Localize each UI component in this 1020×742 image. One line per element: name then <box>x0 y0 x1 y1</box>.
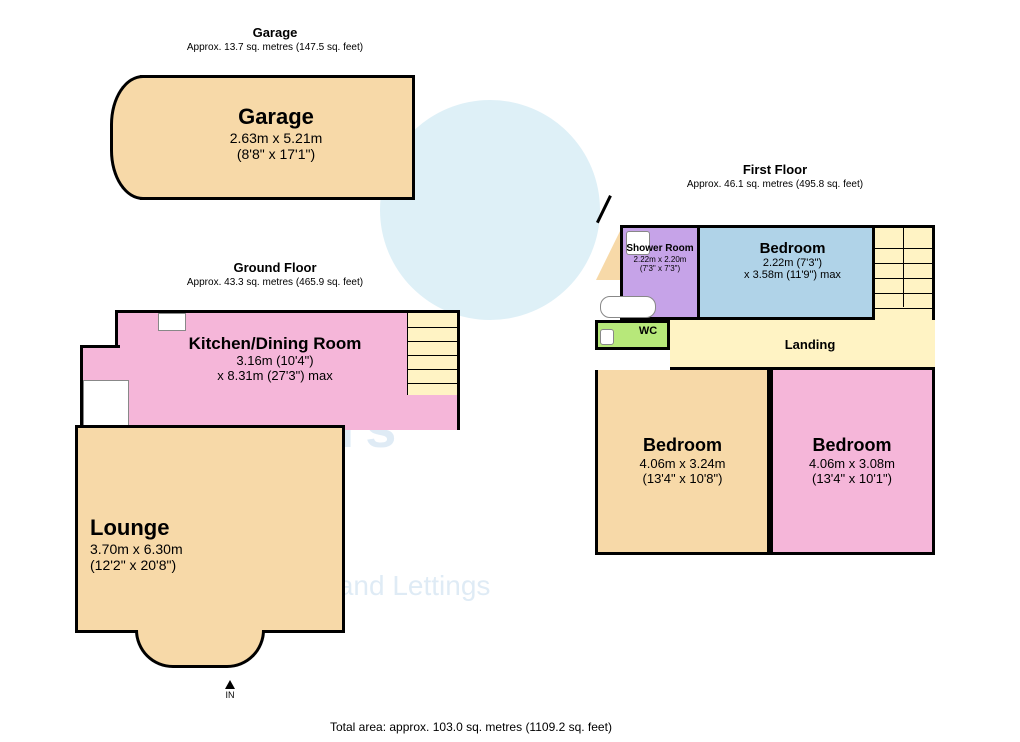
bed2-label: Bedroom 4.06m x 3.24m (13'4" x 10'8") <box>600 435 765 486</box>
ground-stairs <box>407 313 457 395</box>
toilet-icon <box>600 329 614 345</box>
bed1-label: Bedroom 2.22m (7'3") x 3.58m (11'9") max <box>710 240 875 281</box>
bath-icon <box>600 296 656 318</box>
total-area-text: Total area: approx. 103.0 sq. metres (11… <box>330 720 612 734</box>
first-section-title: First Floor <box>700 162 850 177</box>
garage-section-sub: Approx. 13.7 sq. metres (147.5 sq. feet) <box>160 42 390 53</box>
garage-label: Garage 2.63m x 5.21m (8'8" x 17'1") <box>140 104 412 162</box>
counter-fixture <box>83 380 129 426</box>
cooktop-icon <box>158 313 186 331</box>
ground-section-sub: Approx. 43.3 sq. metres (465.9 sq. feet) <box>160 277 390 288</box>
landing-label: Landing <box>740 337 880 352</box>
shower-label: Shower Room 2.22m x 2.20m (7'3" x 7'3") <box>622 244 698 273</box>
lounge-label: Lounge 3.70m x 6.30m (12'2" x 20'8") <box>90 515 300 573</box>
first-floor-chamfer <box>596 225 623 280</box>
first-section-sub: Approx. 46.1 sq. metres (495.8 sq. feet) <box>660 179 890 190</box>
floorplan-canvas: Tristram's Sales and Lettings Garage App… <box>0 0 1020 742</box>
wc-label: WC <box>628 325 668 337</box>
bed3-label: Bedroom 4.06m x 3.08m (13'4" x 10'1") <box>772 435 932 486</box>
ground-section-title: Ground Floor <box>200 260 350 275</box>
garage-room: Garage 2.63m x 5.21m (8'8" x 17'1") <box>140 75 415 200</box>
kitchen-label: Kitchen/Dining Room 3.16m (10'4") x 8.31… <box>170 335 380 383</box>
garage-section-title: Garage <box>210 25 340 40</box>
entry-arrow-icon: IN <box>225 680 235 700</box>
lounge-bay <box>135 630 265 668</box>
